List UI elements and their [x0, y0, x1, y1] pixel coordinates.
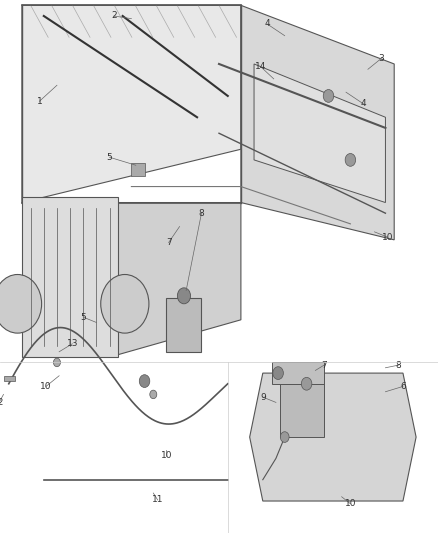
Text: 10: 10 — [40, 382, 52, 391]
Circle shape — [53, 358, 60, 367]
Text: 2: 2 — [111, 12, 117, 20]
Bar — [166, 298, 201, 352]
Circle shape — [0, 274, 42, 333]
Bar — [131, 163, 145, 176]
Circle shape — [101, 274, 149, 333]
Polygon shape — [254, 64, 385, 203]
Text: 3: 3 — [378, 54, 384, 63]
Polygon shape — [241, 5, 394, 240]
Text: 10: 10 — [345, 499, 356, 508]
Text: 8: 8 — [198, 209, 205, 217]
Text: 5: 5 — [106, 153, 113, 161]
Polygon shape — [110, 203, 241, 357]
Text: 14: 14 — [255, 62, 266, 71]
Circle shape — [177, 288, 191, 304]
Bar — [22, 197, 118, 357]
Text: 1: 1 — [36, 97, 42, 106]
Text: 4: 4 — [361, 100, 366, 108]
Circle shape — [139, 375, 150, 387]
Circle shape — [323, 90, 334, 102]
Text: 7: 7 — [321, 361, 327, 369]
Text: 13: 13 — [67, 340, 78, 348]
Bar — [280, 384, 324, 437]
Circle shape — [280, 432, 289, 442]
Text: 4: 4 — [265, 20, 270, 28]
Text: 9: 9 — [260, 393, 266, 401]
Text: 5: 5 — [80, 313, 86, 321]
Text: 6: 6 — [400, 382, 406, 391]
Circle shape — [345, 154, 356, 166]
Polygon shape — [22, 5, 241, 203]
Text: 10: 10 — [382, 233, 393, 241]
Circle shape — [150, 390, 157, 399]
Polygon shape — [250, 373, 416, 501]
Bar — [4, 376, 15, 381]
Bar — [272, 362, 324, 384]
Text: 7: 7 — [166, 238, 172, 247]
Text: 11: 11 — [152, 496, 163, 504]
Text: 12: 12 — [0, 398, 5, 407]
Circle shape — [273, 367, 283, 379]
Text: 10: 10 — [161, 451, 172, 460]
Text: 8: 8 — [396, 361, 402, 369]
Circle shape — [301, 377, 312, 390]
